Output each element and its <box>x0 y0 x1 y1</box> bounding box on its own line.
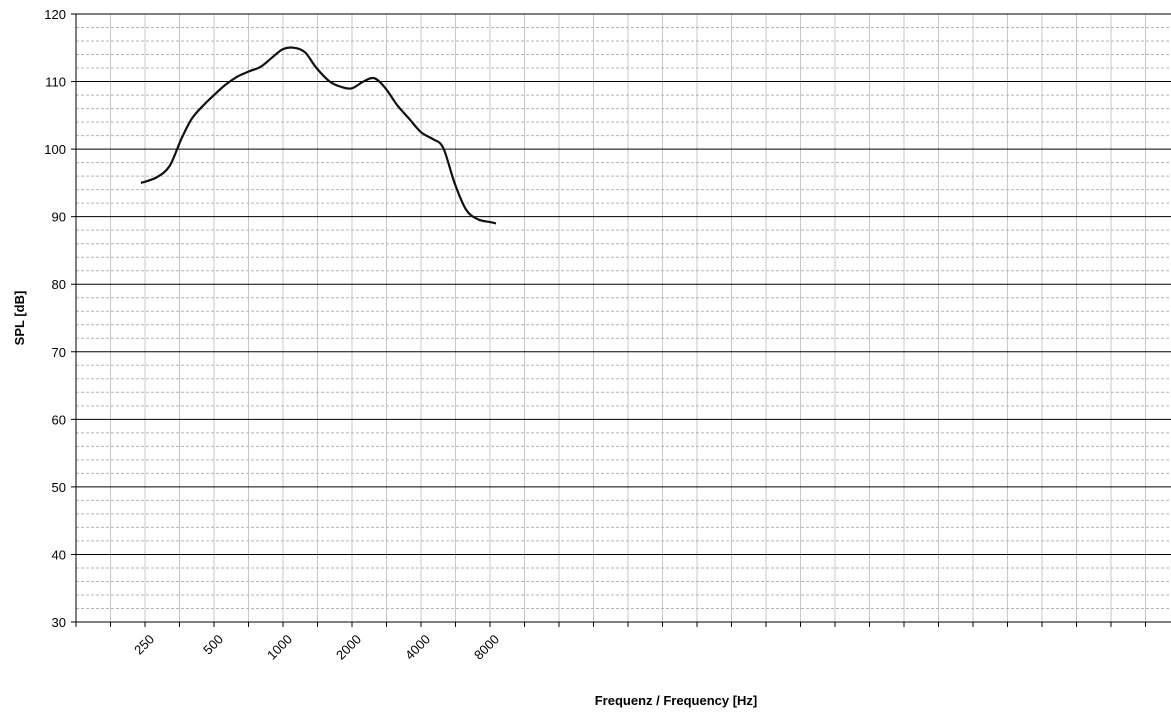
x-tick-label: 4000 <box>402 632 433 663</box>
y-tick-label: 70 <box>52 345 66 360</box>
y-axis-tick-labels: 30 40 50 60 70 80 90 100 110 120 <box>44 7 66 630</box>
x-axis-tick-labels: 250 500 1000 2000 4000 8000 <box>131 632 502 663</box>
x-tick-label: 500 <box>200 632 226 658</box>
y-tick-label: 60 <box>52 412 66 427</box>
y-tick-label: 40 <box>52 547 66 562</box>
y-tick-label: 110 <box>45 75 66 90</box>
x-tick-label: 1000 <box>264 632 295 663</box>
grid <box>75 13 1171 623</box>
x-tick-label: 250 <box>131 632 157 658</box>
plot-frame <box>71 13 1171 627</box>
y-tick-label: 90 <box>52 210 66 225</box>
x-axis-title: Frequenz / Frequency [Hz] <box>595 693 758 708</box>
y-tick-label: 30 <box>52 615 66 630</box>
y-tick-label: 50 <box>52 480 66 495</box>
x-tick-label: 2000 <box>333 632 364 663</box>
y-axis-title: SPL [dB] <box>12 291 27 346</box>
series-layer <box>140 46 497 225</box>
y-tick-label: 80 <box>52 277 66 292</box>
y-tick-label: 120 <box>44 7 66 22</box>
x-tick-label: 8000 <box>471 632 502 663</box>
spl-curve <box>140 46 497 225</box>
y-tick-label: 100 <box>44 142 66 157</box>
